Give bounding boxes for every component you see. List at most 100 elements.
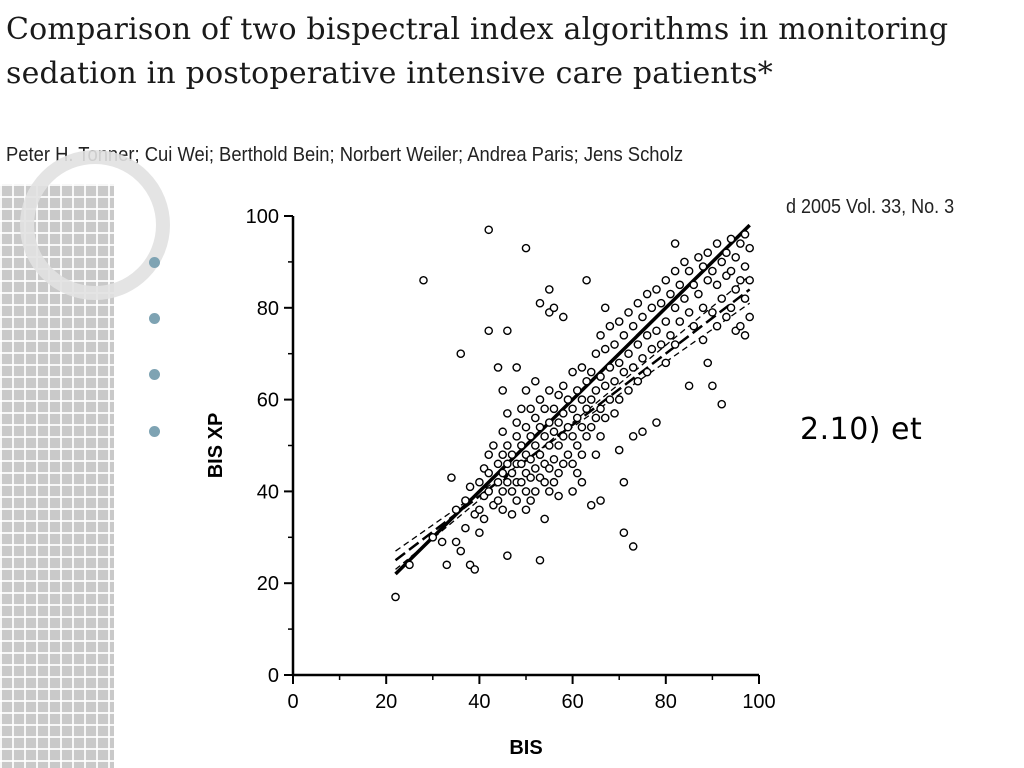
data-point (670, 340, 680, 349)
data-point (731, 253, 741, 262)
data-point (535, 395, 545, 404)
data-point (577, 422, 587, 432)
data-point (507, 510, 517, 519)
decorative-ring (20, 150, 170, 300)
data-point (614, 358, 624, 368)
data-point (498, 450, 508, 459)
data-point (619, 331, 629, 340)
x-tick-label: 40 (468, 691, 490, 713)
data-point (666, 331, 675, 340)
data-point (512, 496, 521, 505)
data-point (507, 487, 517, 496)
data-point (503, 459, 512, 469)
data-point (568, 404, 577, 414)
data-point (526, 432, 535, 441)
author-list: Peter H. Tonner; Cui Wei; Berthold Bein;… (6, 144, 684, 166)
data-point (558, 312, 568, 322)
data-point (531, 376, 540, 386)
data-points (391, 225, 754, 602)
bullet-dot-icon (149, 313, 160, 324)
data-point (521, 505, 531, 515)
y-tick-label: 100 (246, 206, 279, 228)
data-point (517, 441, 526, 450)
y-tick-label: 80 (257, 298, 279, 320)
data-point (563, 395, 573, 404)
data-point (614, 395, 624, 404)
data-point (526, 496, 535, 505)
data-point (512, 363, 521, 372)
data-point (740, 331, 750, 340)
data-point (670, 239, 680, 248)
data-point (652, 418, 661, 427)
data-point (521, 422, 531, 432)
data-point (586, 367, 596, 377)
scatter-chart: 0 20 40 60 80 100 0 20 40 60 80 100 BIS BIS XP (196, 196, 786, 768)
data-point (572, 441, 582, 450)
x-tick-label: 60 (561, 691, 583, 713)
data-point (712, 239, 722, 248)
data-point (703, 248, 713, 258)
data-point (642, 367, 652, 377)
data-point (666, 289, 675, 299)
data-point (694, 289, 703, 299)
data-point (689, 321, 699, 331)
data-point (531, 464, 540, 473)
data-point (652, 326, 661, 336)
data-point (498, 468, 508, 478)
data-point (605, 395, 615, 404)
data-point (614, 317, 624, 326)
data-point (470, 565, 480, 574)
data-point (521, 487, 531, 496)
data-point (628, 363, 638, 372)
data-point (675, 317, 685, 326)
overlay-text: 2.10) et (800, 412, 923, 447)
data-point (717, 294, 727, 303)
data-point (745, 243, 754, 253)
data-point (484, 487, 494, 496)
data-point (475, 505, 484, 515)
data-point (391, 592, 400, 602)
data-point (535, 555, 545, 565)
data-point (475, 477, 484, 487)
x-tick-label: 100 (742, 691, 775, 713)
bullet-dot-icon (149, 369, 160, 380)
data-point (503, 409, 512, 418)
data-point (475, 528, 484, 538)
data-point (535, 422, 545, 432)
data-point (698, 262, 708, 271)
data-point (544, 441, 554, 450)
data-point (619, 367, 629, 377)
data-point (680, 294, 689, 303)
data-point (624, 386, 633, 395)
data-point (591, 386, 601, 395)
data-point (670, 266, 680, 276)
x-axis-label: BIS (509, 737, 542, 759)
data-point (544, 418, 554, 427)
data-point (596, 372, 605, 381)
data-point (582, 376, 591, 386)
data-point (549, 427, 559, 437)
data-point (698, 335, 708, 345)
data-point (558, 409, 568, 418)
x-tick-label: 20 (375, 691, 397, 713)
data-point (591, 413, 601, 423)
data-point (726, 303, 736, 313)
data-point (428, 532, 438, 542)
data-point (610, 376, 619, 386)
data-point (661, 358, 671, 368)
data-point (647, 344, 657, 354)
data-point (540, 477, 549, 487)
data-point (703, 358, 713, 368)
data-point (540, 432, 549, 441)
data-point (572, 413, 582, 423)
data-point (507, 450, 517, 459)
data-point (717, 257, 727, 267)
data-point (535, 450, 545, 459)
data-point (633, 298, 643, 308)
data-point (451, 505, 461, 515)
data-point (675, 280, 685, 290)
decorative-grid-panel (0, 184, 114, 768)
data-point (661, 317, 671, 326)
data-point (619, 528, 629, 538)
data-point (531, 487, 540, 496)
